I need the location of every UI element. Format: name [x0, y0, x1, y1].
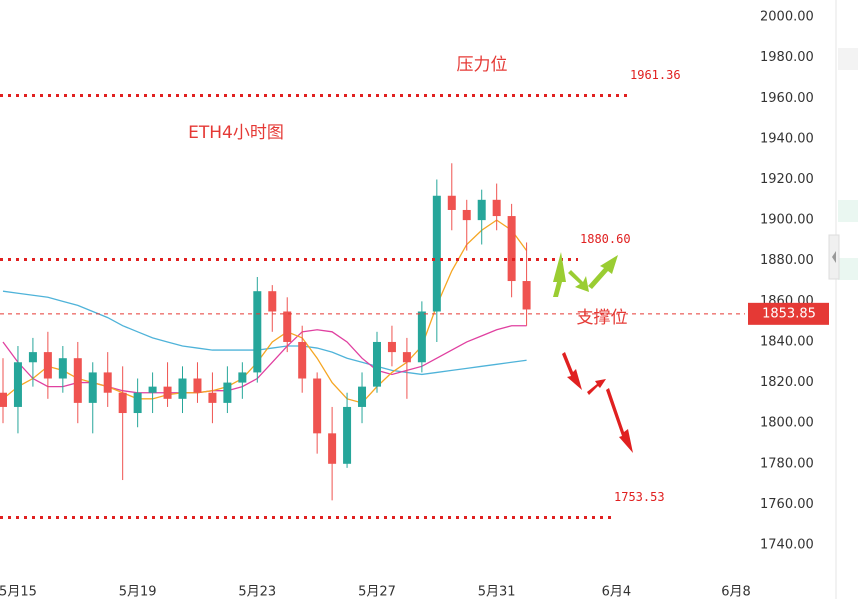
candle-body	[253, 291, 262, 373]
candle-body	[432, 195, 441, 312]
candle-body	[477, 199, 486, 221]
ma-line	[2, 290, 527, 376]
x-tick-label: 5月19	[119, 585, 157, 599]
y-tick-label: 1880.00	[760, 253, 814, 268]
candle-body	[88, 372, 97, 403]
candle-body	[387, 341, 396, 353]
candle-body	[103, 372, 112, 393]
candle-body	[28, 352, 37, 363]
arrows	[553, 252, 633, 453]
panel-toggle-icon	[832, 251, 836, 263]
candle-body	[58, 358, 67, 379]
candle-body	[0, 392, 7, 407]
candle-body	[328, 433, 337, 464]
side-panel-cell	[838, 258, 858, 280]
y-tick-label: 1980.00	[760, 50, 814, 65]
candle-body	[417, 311, 426, 363]
candle-body	[148, 386, 157, 393]
arrow-small	[568, 270, 589, 292]
side-panel-cell	[838, 48, 858, 70]
candle-body	[223, 382, 232, 403]
level-label: 1753.53	[614, 490, 665, 504]
y-tick-label: 1820.00	[760, 375, 814, 390]
candle-body	[208, 392, 217, 403]
candle-body	[522, 281, 531, 310]
level-label: 1880.60	[580, 232, 631, 246]
arrow-small	[587, 379, 606, 395]
x-tick-label: 5月23	[238, 585, 276, 599]
candle-body	[492, 199, 501, 217]
candle-body	[178, 378, 187, 399]
x-tick-label: 5月27	[358, 585, 396, 599]
candle-body	[313, 378, 322, 434]
y-tick-label: 1840.00	[760, 334, 814, 349]
y-tick-label: 1960.00	[760, 91, 814, 106]
candle-body	[358, 386, 367, 407]
y-tick-label: 1900.00	[760, 213, 814, 228]
candle-body	[298, 341, 307, 379]
annotation: ETH4小时图	[188, 123, 284, 143]
candle-body	[73, 358, 82, 403]
y-tick-label: 1760.00	[760, 497, 814, 512]
candle-body	[193, 378, 202, 393]
last-price-label: 1853.85	[762, 306, 816, 321]
candle-body	[163, 386, 172, 399]
arrow-up	[553, 252, 566, 297]
y-tick-label: 1740.00	[760, 538, 814, 553]
candle-body	[268, 291, 277, 312]
candle-body	[13, 362, 22, 407]
arrow-up	[588, 255, 618, 289]
y-tick-label: 1920.00	[760, 172, 814, 187]
last-price-box	[748, 302, 829, 325]
candle-body	[118, 392, 127, 414]
candle-body	[343, 406, 352, 464]
candle-body	[133, 392, 142, 414]
x-tick-label: 5月15	[0, 585, 37, 599]
arrow-down	[606, 388, 633, 453]
x-tick-label: 6月8	[721, 585, 751, 599]
candle-body	[238, 372, 247, 383]
y-tick-label: 1800.00	[760, 416, 814, 431]
x-tick-label: 5月31	[478, 585, 516, 599]
candle-body	[462, 209, 471, 221]
annotation: 支撑位	[577, 308, 628, 328]
candle-body	[447, 195, 456, 210]
candle-body	[43, 352, 52, 379]
candle-body	[507, 216, 516, 282]
candle-body	[283, 311, 292, 342]
side-panel-cell	[838, 200, 858, 222]
annotation: 压力位	[457, 55, 508, 75]
arrow-down	[562, 352, 582, 390]
y-tick-label: 2000.00	[760, 10, 814, 25]
x-tick-label: 6月4	[602, 585, 632, 599]
y-tick-label: 1780.00	[760, 456, 814, 471]
y-tick-label: 1940.00	[760, 131, 814, 146]
level-label: 1961.36	[630, 68, 681, 82]
candle-body	[402, 352, 411, 363]
candle-body	[372, 341, 381, 387]
